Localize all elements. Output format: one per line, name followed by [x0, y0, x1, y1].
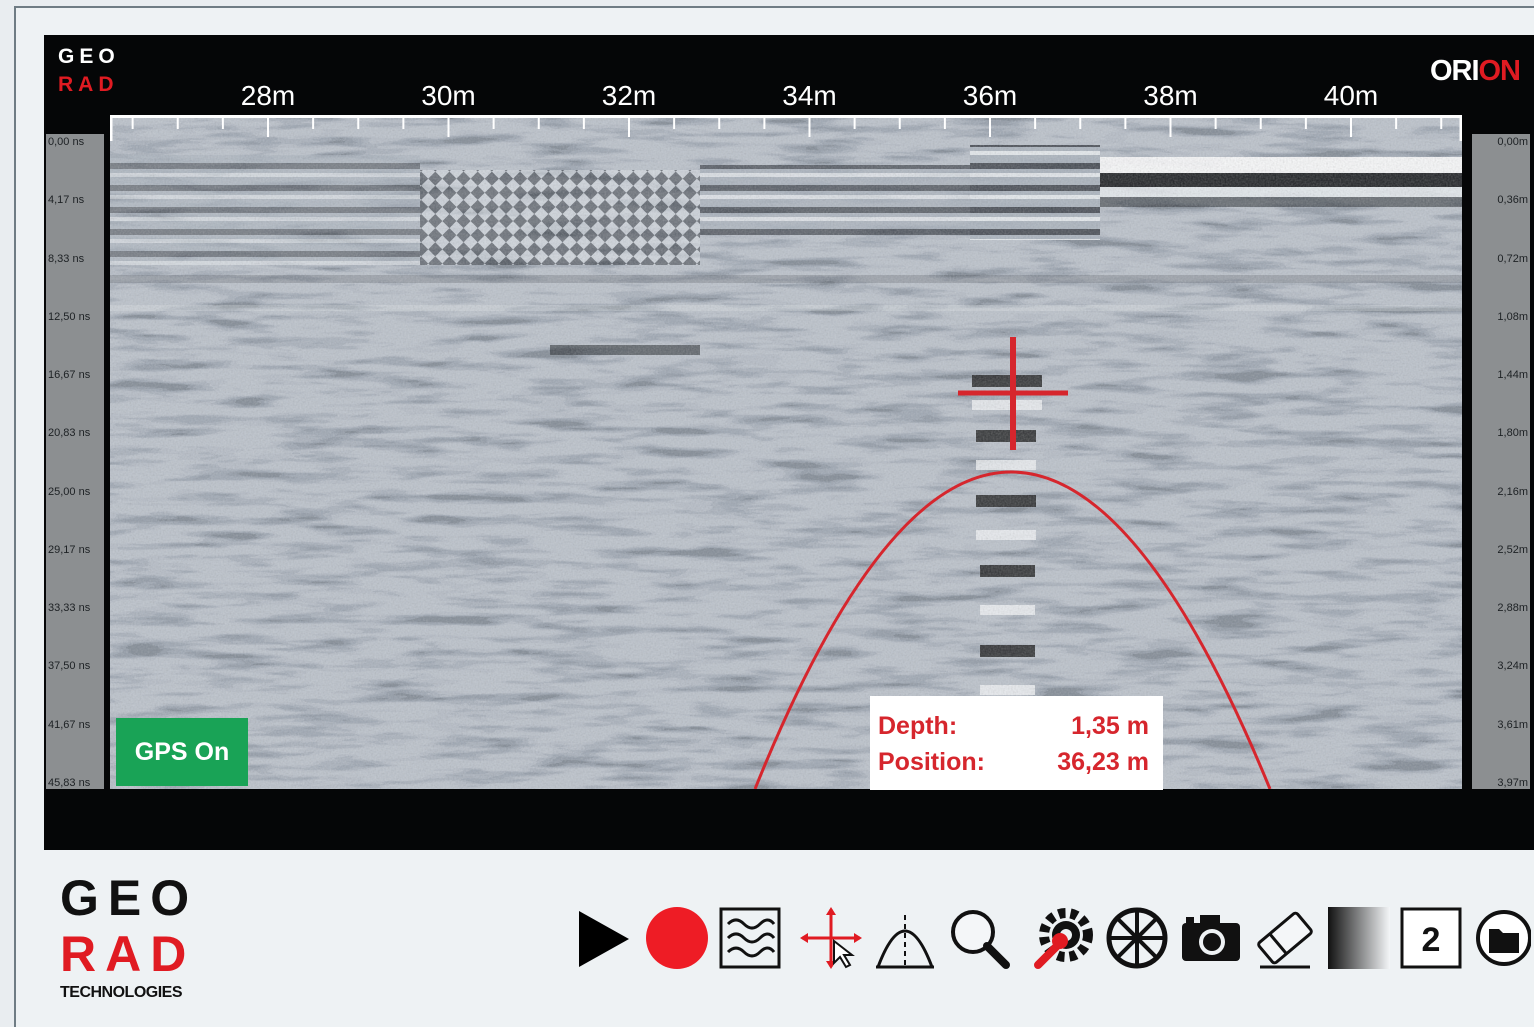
record-button[interactable] [644, 905, 710, 971]
position-label: Position: [878, 748, 985, 776]
brand-prefix: ORI [1429, 55, 1480, 87]
time-axis-label: 45,83 ns [48, 777, 91, 789]
time-axis-label: 29,17 ns [48, 543, 91, 556]
crosshair-cursor-icon [800, 907, 862, 969]
hyperbola-fit-button[interactable] [872, 905, 938, 971]
zoom-icon [951, 910, 1010, 969]
measurement-readout: Depth: 1,35 m Position: 36,23 m [870, 696, 1163, 790]
time-axis-label: 16,67 ns [48, 369, 91, 382]
company-logo: GEO RAD TECHNOLOGIES [60, 870, 198, 1002]
time-axis-label: 0,00 ns [48, 136, 85, 148]
radar-screen: GEO RAD ORION 28m 30m 32m 34m 36m 38m 40m 0,00… [44, 35, 1534, 850]
folder-icon [1476, 910, 1531, 966]
settings-wrench-icon [1034, 908, 1093, 969]
wheel-button[interactable] [1104, 905, 1170, 971]
depth-axis-label: 3,24m [1497, 660, 1528, 673]
logo-rad-text: RAD [58, 73, 119, 96]
camera-button[interactable] [1178, 905, 1244, 971]
depth-value: 1,35 m [1071, 712, 1149, 740]
eraser-icon [1257, 911, 1313, 969]
time-axis-label: 25,00 ns [48, 485, 91, 498]
crosshair-cursor-button[interactable] [798, 905, 864, 971]
time-axis-label: 8,33 ns [48, 252, 85, 265]
zoom-button[interactable] [946, 905, 1012, 971]
settings-button[interactable] [1030, 905, 1096, 971]
gain-button[interactable] [1326, 905, 1392, 971]
geo-rad-logo: GEO RAD [58, 43, 120, 99]
depth-axis-label: 1,80m [1497, 427, 1528, 440]
depth-axis: 0,00m 0,36m 0,72m 1,08m 1,44m 1,80m 2,16m 2,52m… [1472, 134, 1530, 789]
depth-axis-label: 2,88m [1497, 602, 1528, 615]
time-axis-label: 33,33 ns [48, 602, 91, 615]
depth-axis-label: 0,00m [1497, 136, 1528, 148]
depth-axis-label: 1,44m [1497, 369, 1528, 382]
filter-icon [719, 907, 781, 969]
company-logo-rad: RAD [60, 926, 196, 982]
record-icon [646, 907, 708, 969]
depth-axis-label: 0,36m [1497, 194, 1528, 207]
channel-number-icon: 2 [1400, 907, 1462, 969]
radargram-view[interactable] [110, 115, 1462, 789]
time-axis-label: 41,67 ns [48, 718, 91, 731]
depth-axis-label: 2,16m [1497, 485, 1528, 498]
distance-tick-label: 38m [1143, 80, 1198, 111]
distance-tick-label: 40m [1323, 80, 1379, 111]
orion-brand: ORION [1429, 55, 1521, 88]
brand-suffix: ON [1478, 55, 1521, 87]
depth-label: Depth: [878, 712, 958, 740]
distance-tick-label: 28m [240, 80, 296, 111]
time-axis: 0,00 ns 4,17 ns 8,33 ns 12,50 ns 16,67 ns 20,… [46, 134, 104, 789]
filter-button[interactable] [717, 905, 783, 971]
position-value: 36,23 m [1057, 748, 1149, 776]
depth-axis-label: 2,52m [1497, 543, 1528, 556]
time-axis-label: 37,50 ns [48, 660, 91, 673]
channel-number: 2 [1422, 921, 1441, 959]
time-axis-label: 20,83 ns [48, 427, 91, 440]
eraser-button[interactable] [1252, 905, 1318, 971]
company-logo-technologies: TECHNOLOGIES [60, 984, 183, 1001]
depth-axis-label: 3,61m [1497, 718, 1528, 731]
depth-axis-label: 1,08m [1497, 310, 1528, 323]
depth-axis-label: 3,97m [1497, 777, 1528, 789]
wheel-icon [1106, 907, 1168, 969]
camera-icon [1182, 915, 1240, 961]
time-axis-label: 4,17 ns [48, 194, 85, 207]
gps-status-badge: GPS On [116, 718, 248, 786]
channel-button[interactable]: 2 [1398, 905, 1464, 971]
distance-tick-label: 30m [421, 80, 476, 111]
open-folder-button[interactable] [1470, 905, 1532, 971]
distance-tick-label: 34m [782, 80, 837, 111]
distance-tick-label: 32m [601, 80, 657, 111]
distance-tick-label: 36m [962, 80, 1018, 111]
company-logo-geo: GEO [60, 870, 199, 926]
depth-axis-label: 0,72m [1497, 252, 1528, 265]
play-icon [579, 911, 629, 967]
time-axis-label: 12,50 ns [48, 310, 91, 323]
play-button[interactable] [568, 905, 634, 971]
distance-ruler [110, 115, 1462, 141]
gain-gradient-icon [1328, 907, 1390, 969]
radargram-image [110, 115, 1462, 789]
logo-geo-text: GEO [58, 45, 120, 68]
hyperbola-icon [876, 915, 934, 969]
